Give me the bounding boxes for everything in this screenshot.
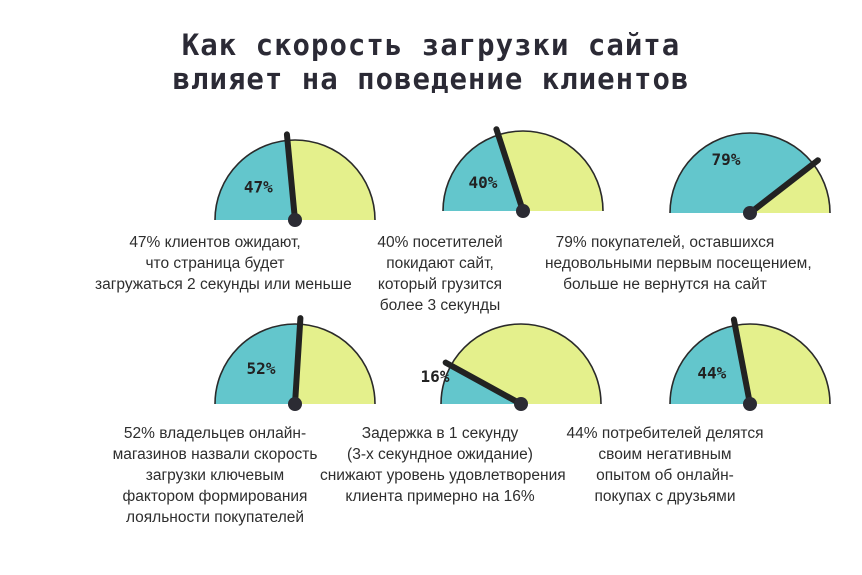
gauge-hub xyxy=(288,213,302,227)
gauge-caption-2: 40% посетителей покидают сайт, который гру… xyxy=(320,232,560,316)
gauge-chart-5: 16% xyxy=(421,323,602,411)
gauge-outline xyxy=(440,323,602,405)
page-title-line-1: Как скорость загрузки сайта xyxy=(181,28,681,62)
gauge-value-label: 79% xyxy=(712,150,741,169)
caption-line: покупах с друзьями xyxy=(594,488,736,505)
gauge-outline xyxy=(214,323,376,405)
gauge-caption-5: Задержка в 1 секунду (3-х секундное ожида… xyxy=(320,423,566,507)
caption-line: 40% посетителей xyxy=(377,234,503,251)
gauge-needle xyxy=(442,359,524,407)
gauge-needle xyxy=(283,131,298,223)
caption-line: недовольными первым посещением, xyxy=(545,255,812,272)
gauge-caption-1: 47% клиентов ожидают, что страница будет з… xyxy=(95,232,352,295)
caption-line: более 3 секунды xyxy=(379,297,501,314)
gauge-outline xyxy=(669,132,831,214)
caption-line: 52% владельцев онлайн- xyxy=(123,425,307,442)
gauge-chart-2: 40% xyxy=(442,126,604,218)
gauge-needle xyxy=(747,157,821,216)
caption-line: что страница будет xyxy=(145,255,285,272)
gauge-value-label: 47% xyxy=(244,178,273,197)
gauge-value-label: 40% xyxy=(468,173,497,192)
gauge-value-segment xyxy=(670,325,750,404)
gauge-caption-4: 52% владельцев онлайн-магазинов назвали … xyxy=(95,423,335,528)
gauge-chart-1: 47% xyxy=(214,131,376,227)
gauge-value-segment xyxy=(670,133,814,213)
gauge-hub xyxy=(743,206,757,220)
gauge-value-label: 52% xyxy=(247,359,276,378)
gauge-value-segment xyxy=(215,140,295,220)
caption-line: 44% потребителей делятся xyxy=(566,425,764,442)
caption-line: лояльности покупателей xyxy=(125,509,305,526)
gauge-hub xyxy=(743,397,757,411)
gauge-caption-3: 79% покупателей, оставшихся недовольными … xyxy=(545,232,812,295)
caption-line: больше не вернутся на сайт xyxy=(563,276,767,293)
caption-line: 79% покупателей, оставшихся xyxy=(555,234,775,251)
page-title-line-2: влияет на поведение клиентов xyxy=(172,62,690,96)
gauge-outline xyxy=(214,139,376,221)
caption-line: снижают уровень удовлетворения xyxy=(320,467,566,484)
caption-line: магазинов назвали скорость xyxy=(112,446,318,463)
caption-line: загружаться 2 секунды или меньше xyxy=(95,276,352,293)
gauge-value-segment xyxy=(215,324,301,404)
gauge-chart-3: 79% xyxy=(669,132,831,220)
gauge-outline xyxy=(669,323,831,405)
caption-line: покидают сайт, xyxy=(386,255,494,272)
caption-line: клиента примерно на 16% xyxy=(345,488,535,505)
caption-line: своим негативным xyxy=(598,446,732,463)
caption-line: Задержка в 1 секунду xyxy=(361,425,519,442)
gauge-chart-6: 44% xyxy=(669,316,831,411)
gauge-needle xyxy=(730,316,753,407)
gauge-value-label: 44% xyxy=(697,363,726,382)
gauge-hub xyxy=(288,397,302,411)
gauge-needle xyxy=(493,126,526,214)
gauge-hub xyxy=(516,204,530,218)
gauge-value-label: 16% xyxy=(421,367,450,386)
gauge-hub xyxy=(514,397,528,411)
caption-line: загрузки ключевым xyxy=(145,467,285,484)
caption-line: (3-х секундное ожидание) xyxy=(347,446,533,463)
gauge-outline xyxy=(442,130,604,212)
caption-line: который грузится xyxy=(377,276,503,293)
gauge-caption-6: 44% потребителей делятся своим негативным… xyxy=(545,423,785,507)
caption-line: 47% клиентов ожидают, xyxy=(129,234,301,251)
gauge-chart-4: 52% xyxy=(214,315,376,411)
gauge-needle xyxy=(292,315,304,407)
caption-line: фактором формирования xyxy=(122,488,308,505)
caption-line: опытом об онлайн- xyxy=(596,467,734,484)
